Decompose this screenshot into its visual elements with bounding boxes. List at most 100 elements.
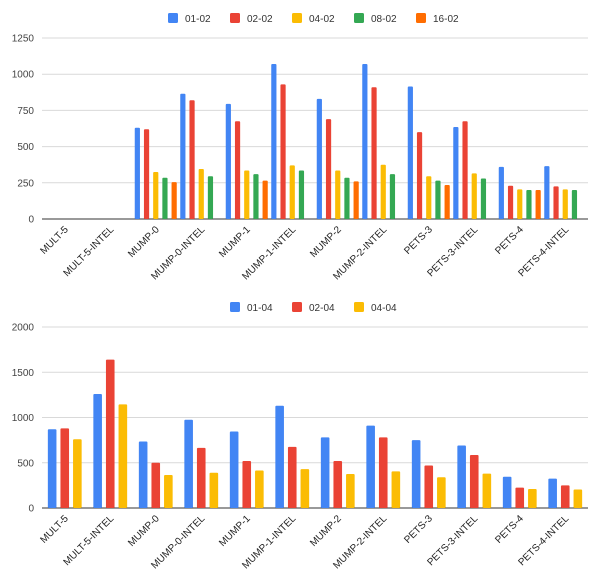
bar-01-04-MUMP-1-INTEL xyxy=(275,405,284,508)
bar-01-02-PETS-4 xyxy=(498,166,504,219)
bar-02-02-MUMP-1 xyxy=(234,121,241,219)
bar-01-02-PETS-3 xyxy=(407,86,413,219)
bar-02-02-MUMP-2-INTEL xyxy=(371,87,377,219)
bar-04-04-MUMP-2 xyxy=(346,474,355,508)
legend-swatch xyxy=(230,302,240,312)
bar-01-02-PETS-4-INTEL xyxy=(544,166,550,219)
y-tick-label: 1250 xyxy=(12,34,35,45)
y-tick-label: 500 xyxy=(17,458,34,469)
bar-08-02-MUMP-0-INTEL xyxy=(207,176,214,219)
bar-08-02-MUMP-1-INTEL xyxy=(298,170,305,219)
x-category-label: MUMP-1 xyxy=(217,224,253,260)
x-category-label: MUMP-0 xyxy=(126,513,162,549)
y-tick-label: 1500 xyxy=(12,368,35,379)
bar-04-04-MUMP-2-INTEL xyxy=(391,471,401,508)
bar-08-02-MUMP-1 xyxy=(253,174,259,219)
bar-01-04-PETS-3 xyxy=(411,440,421,509)
bar-04-04-MUMP-1-INTEL xyxy=(300,469,310,508)
bar-02-04-MULT-5-INTEL xyxy=(105,359,115,508)
x-category-label: MUMP-2 xyxy=(308,224,344,260)
bar-08-02-PETS-3-INTEL xyxy=(480,178,487,219)
y-tick-label: 1000 xyxy=(12,70,35,81)
legend-item-02-04: 02-04 xyxy=(292,302,335,314)
legend-item-04-02: 04-02 xyxy=(292,13,335,25)
bar-02-02-MUMP-0 xyxy=(143,129,150,219)
bar-01-02-MUMP-2 xyxy=(316,98,322,219)
bar-04-04-MULT-5 xyxy=(73,439,82,508)
legend-label: 04-04 xyxy=(371,303,397,314)
bar-04-02-MUMP-2 xyxy=(335,170,341,219)
bar-08-02-PETS-4 xyxy=(526,190,532,219)
legend-label: 02-02 xyxy=(247,14,273,25)
bar-16-02-PETS-4 xyxy=(535,190,541,219)
bar-04-04-PETS-3-INTEL xyxy=(482,473,492,508)
bar-16-02-PETS-3 xyxy=(444,184,450,219)
bar-04-02-MUMP-2-INTEL xyxy=(380,164,386,219)
x-category-label: PETS-4 xyxy=(493,224,526,257)
legend-item-01-04: 01-04 xyxy=(230,302,273,314)
bar-01-04-MUMP-2-INTEL xyxy=(366,425,375,508)
bar-02-02-MUMP-2 xyxy=(325,119,332,219)
bar-01-02-MUMP-2-INTEL xyxy=(362,64,368,219)
bar-04-04-MUMP-0-INTEL xyxy=(209,472,219,508)
bar-04-02-MUMP-1 xyxy=(244,170,250,219)
legend-item-08-02: 08-02 xyxy=(354,13,397,25)
bar-02-02-PETS-4-INTEL xyxy=(553,186,559,219)
x-category-label: PETS-3 xyxy=(402,224,435,257)
bar-08-02-PETS-3 xyxy=(435,180,441,219)
bar-02-04-MUMP-0 xyxy=(151,462,161,508)
bar-04-04-MUMP-1 xyxy=(255,470,264,508)
x-category-label: MULT-5 xyxy=(38,513,71,546)
bar-16-02-MUMP-0 xyxy=(171,182,177,219)
bar-02-02-PETS-3 xyxy=(416,132,423,219)
bar-02-04-PETS-4-INTEL xyxy=(560,485,570,509)
legend-label: 01-02 xyxy=(185,14,211,25)
bar-02-04-MUMP-1-INTEL xyxy=(287,446,297,508)
bar-01-04-MULT-5 xyxy=(47,429,57,508)
legend-label: 04-02 xyxy=(309,14,335,25)
bar-08-02-MUMP-2 xyxy=(344,177,350,219)
bar-01-02-PETS-3-INTEL xyxy=(453,127,459,219)
bar-02-04-MUMP-0-INTEL xyxy=(196,447,206,508)
bar-02-04-PETS-3 xyxy=(424,465,434,508)
bar-02-04-PETS-4 xyxy=(515,487,525,508)
bar-02-04-MULT-5 xyxy=(60,428,70,508)
bar-02-04-MUMP-2 xyxy=(333,460,343,508)
bar-04-02-MUMP-0 xyxy=(153,171,159,219)
x-category-label: MUMP-2 xyxy=(308,513,344,549)
x-category-label: MULT-5 xyxy=(38,224,71,257)
legend-item-04-04: 04-04 xyxy=(354,302,397,314)
bar-01-04-MUMP-1 xyxy=(229,431,239,508)
x-category-label: PETS-3 xyxy=(402,513,435,546)
bar-01-04-PETS-4 xyxy=(502,476,512,508)
x-category-label: MUMP-1 xyxy=(217,513,253,549)
y-tick-label: 250 xyxy=(17,178,34,189)
bar-04-04-PETS-4-INTEL xyxy=(573,489,583,508)
bar-04-04-PETS-4 xyxy=(528,489,537,508)
bar-01-02-MUMP-0 xyxy=(134,127,140,219)
legend-swatch xyxy=(230,13,240,23)
bar-02-02-PETS-4 xyxy=(507,185,514,219)
legend-label: 01-04 xyxy=(247,303,273,314)
bar-04-04-PETS-3 xyxy=(437,477,446,508)
legend-swatch xyxy=(354,302,364,312)
y-tick-label: 500 xyxy=(17,142,34,153)
x-category-label: MUMP-0 xyxy=(126,224,162,260)
bar-01-04-MULT-5-INTEL xyxy=(93,393,102,508)
legend-swatch xyxy=(168,13,178,23)
bar-04-02-MUMP-0-INTEL xyxy=(198,169,204,219)
bar-04-02-PETS-3 xyxy=(426,176,432,219)
bar-08-02-MUMP-2-INTEL xyxy=(389,174,396,219)
legend-item-16-02: 16-02 xyxy=(416,13,459,25)
legend-swatch xyxy=(292,302,302,312)
bar-02-02-PETS-3-INTEL xyxy=(462,121,468,219)
bar-04-02-MUMP-1-INTEL xyxy=(289,165,295,219)
bar-08-02-PETS-4-INTEL xyxy=(571,190,578,219)
bar-02-02-MUMP-0-INTEL xyxy=(189,100,195,219)
bar-01-04-MUMP-0 xyxy=(138,441,148,508)
y-tick-label: 1000 xyxy=(12,413,35,424)
legend-swatch xyxy=(416,13,426,23)
